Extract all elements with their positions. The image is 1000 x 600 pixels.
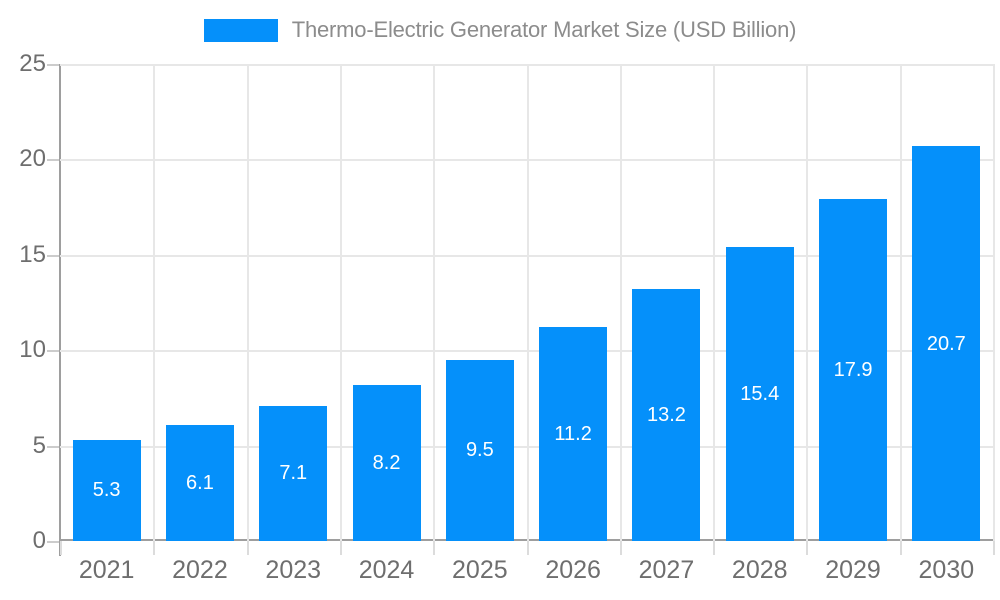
- bar-value-label: 5.3: [92, 479, 121, 502]
- v-gridline: [526, 64, 529, 541]
- x-axis-tick: [993, 541, 995, 555]
- bar-value-label: 11.2: [554, 423, 592, 446]
- x-axis-tick: [619, 541, 622, 555]
- x-axis-tick: [806, 541, 809, 555]
- bar-value-label: 8.2: [372, 451, 401, 474]
- bar-value-label: 9.5: [465, 439, 494, 462]
- v-gridline: [246, 64, 249, 541]
- bar-value-label: 17.9: [833, 359, 873, 382]
- x-axis-tick: [526, 541, 529, 555]
- y-axis-label: 20: [19, 145, 46, 173]
- x-axis-label: 2027: [638, 556, 695, 584]
- bar-2025[interactable]: 9.5: [445, 359, 514, 541]
- x-axis-tick: [899, 541, 902, 555]
- legend-swatch-icon: [203, 18, 278, 42]
- y-axis-label: 10: [19, 336, 46, 364]
- bar-value-label: 6.1: [186, 471, 214, 494]
- v-gridline: [993, 64, 995, 541]
- y-axis-tick: [47, 254, 59, 257]
- x-axis-tick: [433, 541, 436, 555]
- legend-item[interactable]: Thermo-Electric Generator Market Size (U…: [0, 17, 1000, 43]
- y-axis-label: 5: [32, 431, 46, 459]
- bar-value-label: 13.2: [646, 404, 686, 427]
- y-axis-label: 25: [19, 50, 46, 77]
- x-axis-tick: [713, 541, 716, 555]
- v-gridline: [433, 64, 436, 541]
- bar-value-label: 7.1: [279, 462, 308, 485]
- bar-2024[interactable]: 8.2: [352, 384, 421, 541]
- bar-2027[interactable]: 13.2: [632, 289, 701, 541]
- x-axis-label: 2026: [545, 556, 601, 584]
- y-axis-tick: [47, 159, 59, 162]
- bar-value-label: 20.7: [926, 332, 966, 355]
- y-axis-tick: [47, 64, 59, 66]
- y-axis-line: [59, 64, 61, 556]
- x-axis-label: 2023: [265, 556, 322, 584]
- y-axis-tick: [47, 350, 59, 353]
- y-axis-label: 0: [32, 527, 46, 554]
- plot-area: 5.3 6.1 7.1 8.2 9.5 11.2 13.2 15.4 17.9 20.7: [60, 64, 995, 541]
- y-axis-label: 15: [19, 240, 46, 268]
- bar-value-label: 15.4: [740, 383, 780, 406]
- bar-2021[interactable]: 5.3: [72, 439, 141, 541]
- bar-2028[interactable]: 15.4: [725, 247, 794, 541]
- x-axis-tick: [153, 541, 156, 555]
- legend-label: Thermo-Electric Generator Market Size (U…: [291, 17, 797, 42]
- x-axis-label: 2024: [358, 556, 415, 584]
- x-axis-tick: [60, 541, 62, 555]
- y-axis-tick: [47, 541, 59, 543]
- v-gridline: [153, 64, 156, 541]
- x-axis-label: 2025: [452, 556, 508, 584]
- v-gridline: [899, 64, 902, 541]
- x-axis-label: 2021: [78, 556, 135, 584]
- x-axis-label: 2022: [172, 556, 228, 584]
- bar-2030[interactable]: 20.7: [912, 146, 981, 541]
- x-axis-label: 2029: [825, 556, 881, 584]
- v-gridline: [713, 64, 716, 541]
- v-gridline: [806, 64, 809, 541]
- bar-2029[interactable]: 17.9: [819, 199, 888, 541]
- bar-2023[interactable]: 7.1: [259, 405, 328, 541]
- x-axis-label: 2030: [918, 556, 975, 584]
- x-axis-label: 2028: [731, 556, 788, 584]
- y-axis-tick: [47, 445, 59, 448]
- x-axis-tick: [246, 541, 249, 555]
- v-gridline: [619, 64, 622, 541]
- x-axis-tick: [339, 541, 342, 555]
- v-gridline: [339, 64, 342, 541]
- bar-2022[interactable]: 6.1: [165, 424, 234, 541]
- bar-2026[interactable]: 11.2: [539, 327, 608, 541]
